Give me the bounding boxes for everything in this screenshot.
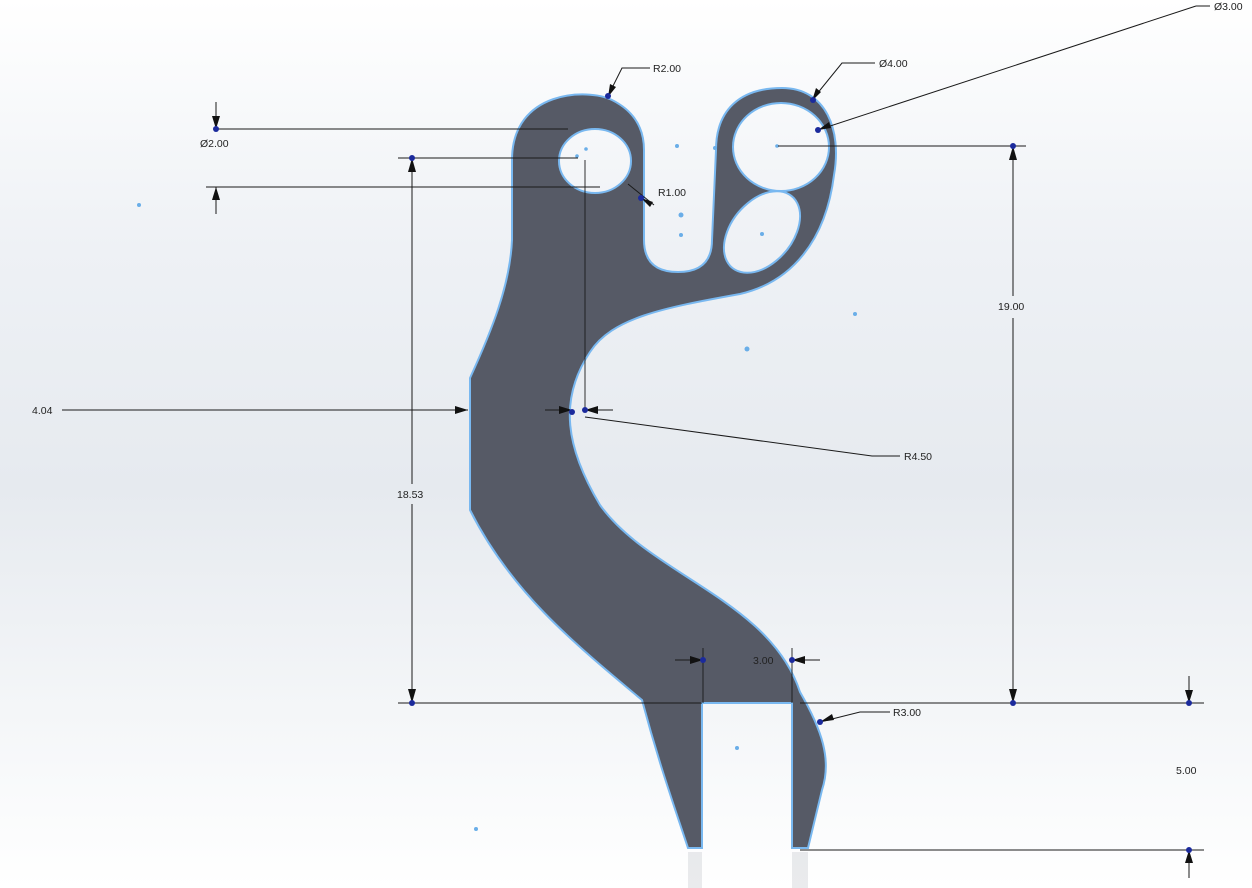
sketch-point[interactable] (679, 233, 683, 237)
sketch-point[interactable] (137, 203, 141, 207)
dim-radius-slot[interactable]: R1.00 (627, 183, 686, 207)
part-body[interactable] (469, 86, 837, 849)
sketch-points (137, 144, 857, 831)
reflection-left-leg (688, 852, 702, 888)
sketch-point[interactable] (675, 144, 679, 148)
dim-label-dia-large-hole[interactable]: Ø4.00 (879, 58, 908, 70)
sketch-point[interactable] (575, 154, 579, 158)
part-profile[interactable] (469, 86, 837, 849)
dim-label-gap-width[interactable]: 3.00 (753, 655, 774, 667)
dim-label-radius-slot[interactable]: R1.00 (658, 187, 686, 199)
dim-height-right[interactable]: 19.00 (778, 143, 1026, 706)
sketch-point[interactable] (775, 144, 779, 148)
dim-diameter-small-hole[interactable]: Ø2.00 (200, 102, 600, 214)
dim-width-left[interactable]: 4.04 (32, 160, 613, 417)
dim-label-width-left[interactable]: 4.04 (32, 405, 53, 417)
dim-diameter-top-right[interactable]: Ø3.00 (815, 1, 1243, 133)
sketch-point[interactable] (584, 147, 588, 151)
dim-label-radius-bottom[interactable]: R3.00 (893, 707, 921, 719)
dim-label-leg-height[interactable]: 5.00 (1176, 765, 1197, 777)
dim-radius-top-left[interactable]: R2.00 (605, 63, 681, 99)
dim-radius-bottom[interactable]: R3.00 (817, 707, 921, 725)
sketch-point[interactable] (744, 346, 750, 352)
reflection-right-leg (792, 852, 808, 888)
dim-label-dia-top-right[interactable]: Ø3.00 (1214, 1, 1243, 13)
dim-label-dia-small-hole[interactable]: Ø2.00 (200, 138, 229, 150)
sketch-point[interactable] (760, 232, 764, 236)
dim-height-left[interactable]: 18.53 (397, 155, 702, 706)
floor-reflection (688, 852, 808, 888)
dim-diameter-large-hole[interactable]: Ø4.00 (810, 58, 908, 103)
dim-leg-height[interactable]: 5.00 (800, 676, 1204, 878)
sketch-point[interactable] (713, 146, 717, 150)
dim-label-radius-curve[interactable]: R4.50 (904, 451, 932, 463)
sketch-point[interactable] (735, 746, 739, 750)
dim-label-height-left[interactable]: 18.53 (397, 489, 423, 501)
dim-radius-curve[interactable]: R4.50 (584, 416, 932, 463)
sketch-point[interactable] (678, 212, 684, 218)
sketch-point[interactable] (853, 312, 857, 316)
dim-gap-width[interactable]: 3.00 (675, 648, 820, 703)
dim-label-radius-top-left[interactable]: R2.00 (653, 63, 681, 75)
dim-label-height-right[interactable]: 19.00 (998, 301, 1024, 313)
sketch-point[interactable] (474, 827, 478, 831)
